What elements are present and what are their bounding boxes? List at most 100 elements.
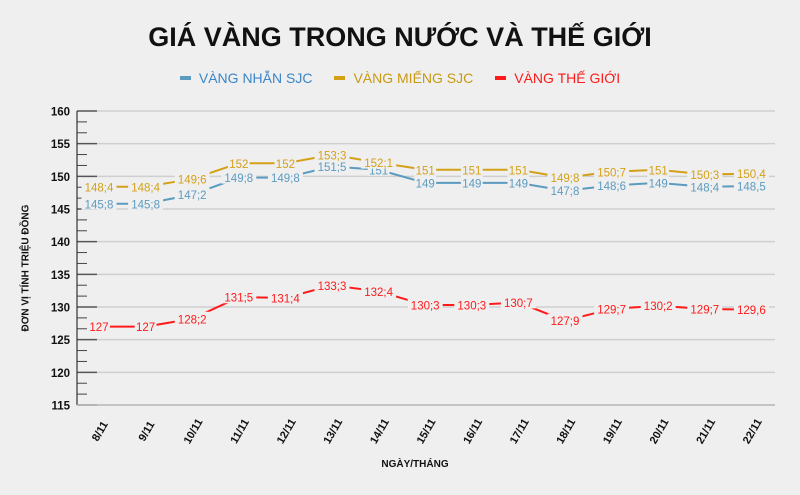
data-label-bg: [594, 301, 630, 315]
data-point-label: 133;3: [318, 281, 347, 293]
legend-label: VÀNG MIẾNG SJC: [353, 70, 474, 86]
data-label-bg: [687, 167, 723, 181]
y-tick-label: 160: [51, 107, 70, 119]
y-axis-label: ĐƠN VỊ TÍNH TRIỆU ĐỒNG: [20, 204, 32, 332]
x-tick-label: 9/11: [137, 419, 158, 443]
data-point-label: 129;7: [597, 304, 626, 316]
data-point-label: 150;3: [690, 170, 719, 182]
data-point-label: 148;6: [597, 181, 626, 193]
data-label-bg: [460, 162, 483, 176]
x-tick-label: 10/11: [182, 417, 206, 446]
data-point-label: 145;8: [131, 199, 160, 211]
y-tick-label: 125: [51, 335, 71, 347]
data-label-bg: [594, 178, 630, 192]
x-tick-label: 22/11: [741, 417, 765, 446]
chart-legend: VÀNG NHẪN SJC VÀNG MIẾNG SJC VÀNG THẾ GI…: [0, 70, 800, 86]
data-point-label: 130;2: [644, 301, 673, 313]
data-point-label: 152: [229, 159, 248, 171]
data-label-bg: [361, 284, 397, 298]
y-tick-label: 145: [51, 205, 71, 217]
data-point-label: 151: [416, 165, 435, 177]
data-label-bg: [454, 298, 490, 312]
data-label-bg: [134, 319, 157, 333]
y-tick-label: 120: [51, 368, 70, 380]
data-point-label: 147;2: [178, 190, 207, 202]
data-point-label: 132;4: [364, 287, 393, 299]
x-tick-label: 19/11: [601, 417, 625, 446]
y-tick-label: 140: [51, 237, 70, 249]
data-label-bg: [267, 170, 303, 184]
data-point-label: 149;8: [224, 173, 253, 185]
data-point-label: 131;4: [271, 293, 300, 305]
data-label-bg: [314, 147, 350, 161]
data-point-label: 147;8: [551, 186, 580, 198]
data-label-bg: [414, 175, 437, 189]
data-point-label: 151: [509, 165, 528, 177]
data-label-bg: [460, 175, 483, 189]
y-tick-label: 155: [51, 139, 71, 151]
y-tick-label: 130: [51, 303, 70, 315]
data-label-bg: [221, 170, 257, 184]
legend-item-vang-the-gioi: VÀNG THẾ GIỚI: [495, 70, 620, 86]
data-label-bg: [267, 290, 303, 304]
data-label-bg: [407, 298, 443, 312]
data-point-label: 148;4: [85, 182, 114, 194]
data-point-label: 149;8: [551, 173, 580, 185]
data-label-bg: [547, 170, 583, 184]
data-point-label: 149;8: [271, 173, 300, 185]
legend-swatch-icon: [179, 76, 191, 80]
data-label-bg: [547, 313, 583, 327]
data-point-label: 131;5: [224, 293, 253, 305]
data-point-label: 127: [89, 322, 108, 334]
x-tick-label: 17/11: [508, 417, 532, 446]
x-tick-label: 12/11: [275, 417, 299, 446]
data-label-bg: [88, 319, 110, 333]
data-point-label: 149: [416, 178, 435, 190]
legend-swatch-icon: [495, 76, 507, 80]
data-point-label: 153;3: [318, 150, 347, 162]
data-label-bg: [733, 166, 769, 180]
data-point-label: 148;4: [131, 182, 160, 194]
data-label-bg: [221, 290, 257, 304]
data-label-bg: [507, 162, 530, 176]
x-tick-label: 20/11: [648, 417, 672, 446]
data-label-bg: [81, 196, 117, 210]
data-point-label: 148,5: [737, 182, 766, 194]
data-label-bg: [500, 295, 536, 309]
series-vàng-miếng-sjc: 148;4 148;4 149;6 152 152 153;3 152;1 151 151 151…: [81, 147, 769, 194]
data-label-bg: [314, 278, 350, 292]
data-point-label: 152;1: [364, 158, 393, 170]
legend-swatch-icon: [334, 76, 346, 80]
data-label-bg: [547, 183, 583, 197]
data-label-bg: [733, 179, 769, 193]
data-label-bg: [174, 171, 210, 185]
data-label-bg: [227, 156, 250, 170]
data-point-label: 145;8: [85, 199, 114, 211]
x-tick-label: 13/11: [321, 417, 345, 446]
series-vàng-thế-giới: 127 127 128;2 131;5 131;4 133;3 132;4 130;3 130;…: [88, 278, 769, 334]
data-label-bg: [647, 162, 670, 176]
data-label-bg: [174, 311, 210, 325]
data-point-label: 130;3: [411, 301, 440, 313]
data-label-bg: [274, 156, 297, 170]
data-point-label: 150,4: [737, 169, 766, 181]
data-label-bg: [594, 164, 630, 178]
data-point-label: 128;2: [178, 314, 207, 326]
legend-label: VÀNG NHẪN SJC: [198, 70, 313, 86]
x-tick-label: 18/11: [554, 417, 578, 446]
data-label-bg: [640, 298, 676, 312]
data-point-label: 130;3: [457, 301, 486, 313]
data-label-bg: [128, 179, 164, 193]
data-label-bg: [687, 179, 723, 193]
x-tick-label: 8/11: [90, 419, 111, 443]
data-label-bg: [414, 162, 437, 176]
x-tick-label: 11/11: [228, 417, 252, 446]
legend-item-vang-nhan-sjc: VÀNG NHẪN SJC: [179, 70, 313, 86]
data-point-label: 152: [276, 159, 295, 171]
x-tick-label: 15/11: [415, 417, 439, 446]
x-tick-label: 16/11: [461, 417, 485, 446]
data-label-bg: [128, 196, 164, 210]
data-point-label: 127: [136, 322, 155, 334]
